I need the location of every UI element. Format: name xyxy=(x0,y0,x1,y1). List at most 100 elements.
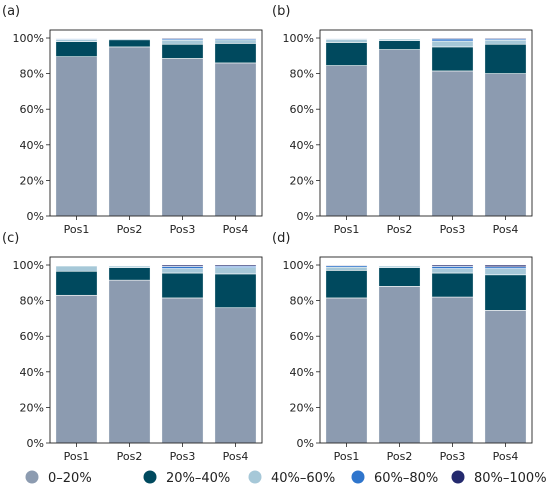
bar-segment xyxy=(431,38,474,42)
bar-segment xyxy=(55,37,98,39)
y-tick-label: 0% xyxy=(27,210,44,223)
bar-segment xyxy=(431,264,474,267)
bar-segment xyxy=(378,40,421,50)
legend-label: 0–20% xyxy=(48,471,92,486)
y-tick-label: 40% xyxy=(20,139,44,152)
bar-segment xyxy=(431,296,474,444)
bar-segment xyxy=(484,37,527,40)
y-tick-label: 0% xyxy=(297,210,314,223)
bar-segment xyxy=(325,37,368,39)
y-tick-label: 60% xyxy=(20,330,44,343)
bar-segment xyxy=(214,267,257,275)
x-tick-label: Pos1 xyxy=(334,450,360,463)
bar-segment xyxy=(55,39,98,42)
legend-marker xyxy=(143,470,157,484)
legend-item: 40%–60% xyxy=(248,470,335,486)
y-tick-label: 40% xyxy=(290,139,314,152)
bar-segment xyxy=(431,40,474,48)
x-tick-label: Pos2 xyxy=(387,450,413,463)
legend-marker xyxy=(248,470,262,484)
bar-segment xyxy=(378,286,421,444)
bar-segment xyxy=(214,62,257,217)
y-tick-label: 80% xyxy=(20,68,44,81)
bar-segment xyxy=(431,37,474,40)
bar-segment xyxy=(431,46,474,72)
x-tick-label: Pos3 xyxy=(170,450,196,463)
legend-item: 20%–40% xyxy=(143,470,230,486)
bar-segment xyxy=(161,266,204,269)
bar-segment xyxy=(325,266,368,271)
bar-segment xyxy=(484,73,527,217)
y-tick-label: 0% xyxy=(297,437,314,450)
bar-segment xyxy=(325,38,368,43)
bar-segment xyxy=(161,58,204,217)
y-tick-label: 100% xyxy=(13,259,44,272)
y-tick-label: 20% xyxy=(290,174,314,187)
bar-segment xyxy=(325,65,368,217)
legend-label: 40%–60% xyxy=(271,471,335,486)
legend-item: 0–20% xyxy=(25,470,92,486)
bar-segment xyxy=(55,41,98,57)
bar-segment xyxy=(214,273,257,309)
y-tick-label: 100% xyxy=(13,32,44,45)
chart-panel-0: (a) Pos1 Pos2 Pos3 Pos4 0% 20% 40% 60% 80% 100% xyxy=(2,4,263,236)
bar-segment xyxy=(214,264,257,267)
chart-panels: (a)Pos1 Pos2 Pos3 Pos40%20%40%60%80%100%(b)… xyxy=(2,4,533,463)
bar-segment xyxy=(325,297,368,444)
bar-segment xyxy=(55,270,98,296)
bar-segment xyxy=(325,42,368,66)
x-tick-label: Pos4 xyxy=(223,223,249,236)
panel-label: (c) xyxy=(2,231,19,246)
x-tick-label: Pos1 xyxy=(334,223,360,236)
bar-segment xyxy=(108,267,151,281)
bar-segment xyxy=(108,39,151,48)
x-tick-label: Pos3 xyxy=(170,223,196,236)
legend: 0–20% 20%–40% 40%–60% 60%–80% 80%–100% xyxy=(25,470,547,486)
bar-segment xyxy=(161,268,204,274)
x-tick-label: Pos1 xyxy=(64,450,90,463)
y-tick-label: 60% xyxy=(290,330,314,343)
panel-label: (a) xyxy=(2,4,20,19)
bar-segment xyxy=(484,39,527,45)
bar-segment xyxy=(161,272,204,299)
bar-segment xyxy=(161,37,204,40)
chart-panel-3: (d) Pos1 Pos2 Pos3 Pos4 0% 20% 40% 60% 80% 100% xyxy=(272,231,533,463)
bar-segment xyxy=(55,294,98,444)
bar-segment xyxy=(484,264,527,268)
y-tick-label: 20% xyxy=(20,401,44,414)
bar-segment xyxy=(161,264,204,267)
bar-segment xyxy=(108,46,151,217)
bar-segment xyxy=(55,56,98,217)
bar-segment xyxy=(55,265,98,272)
bar-segment xyxy=(484,310,527,444)
y-tick-label: 40% xyxy=(20,366,44,379)
y-tick-label: 60% xyxy=(290,103,314,116)
bar-segment xyxy=(325,264,368,267)
legend-item: 80%–100% xyxy=(451,470,547,486)
y-tick-label: 100% xyxy=(283,259,314,272)
bar-segment xyxy=(108,279,151,444)
bar-segment xyxy=(214,39,257,44)
plot-frame xyxy=(319,256,533,444)
bar-segment xyxy=(214,307,257,444)
legend-marker xyxy=(451,470,465,484)
y-tick-label: 20% xyxy=(20,174,44,187)
chart-panel-1: (b) Pos1 Pos2 Pos3 Pos4 0% 20% 40% 60% 80% 100% xyxy=(272,4,533,236)
x-tick-label: Pos2 xyxy=(117,450,143,463)
x-tick-label: Pos1 xyxy=(64,223,90,236)
x-tick-label: Pos3 xyxy=(440,450,466,463)
y-tick-label: 0% xyxy=(27,437,44,450)
bar-segment xyxy=(431,268,474,274)
x-tick-label: Pos4 xyxy=(223,450,249,463)
bar-segment xyxy=(214,37,257,40)
bar-segment xyxy=(214,43,257,64)
y-tick-label: 80% xyxy=(290,68,314,81)
bar-segment xyxy=(431,272,474,298)
bar-segment xyxy=(431,70,474,217)
x-tick-label: Pos2 xyxy=(117,223,143,236)
bar-segment xyxy=(325,270,368,299)
bar-segment xyxy=(161,39,204,45)
x-tick-label: Pos2 xyxy=(387,223,413,236)
legend-item: 60%–80% xyxy=(351,470,438,486)
